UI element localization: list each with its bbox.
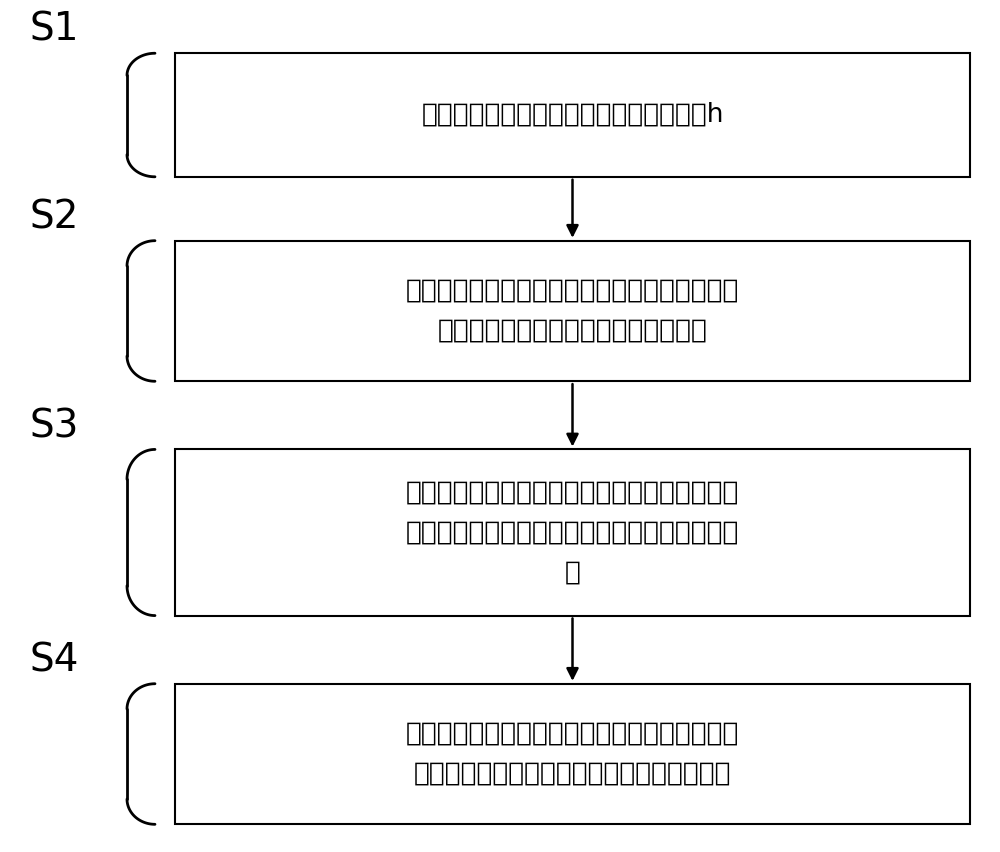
- Text: S1: S1: [30, 11, 80, 49]
- Text: 根据采集到的各个小区域内无线信号传输环境信
息进行各分区节点数目补充以及节点位置调整: 根据采集到的各个小区域内无线信号传输环境信 息进行各分区节点数目补充以及节点位置…: [406, 721, 739, 787]
- Text: 根据节点部署指导数目进行结构化部署，并进行
分区和各个小区域内无线信号传输环境信息的采
集: 根据节点部署指导数目进行结构化部署，并进行 分区和各个小区域内无线信号传输环境信…: [406, 480, 739, 585]
- Text: S3: S3: [30, 407, 79, 445]
- Bar: [175, 450, 970, 615]
- Text: 根据无线信号传输模型确定节点部署高度h: 根据无线信号传输模型确定节点部署高度h: [421, 102, 724, 128]
- Text: S2: S2: [30, 199, 79, 236]
- Text: 根据玉米生长态势对无线信号传输距离的影响和
数据传输量能耗确定节点部署指导数目: 根据玉米生长态势对无线信号传输距离的影响和 数据传输量能耗确定节点部署指导数目: [406, 278, 739, 344]
- Text: S4: S4: [30, 642, 79, 680]
- Bar: [175, 53, 970, 176]
- Bar: [175, 683, 970, 825]
- Bar: [175, 240, 970, 382]
